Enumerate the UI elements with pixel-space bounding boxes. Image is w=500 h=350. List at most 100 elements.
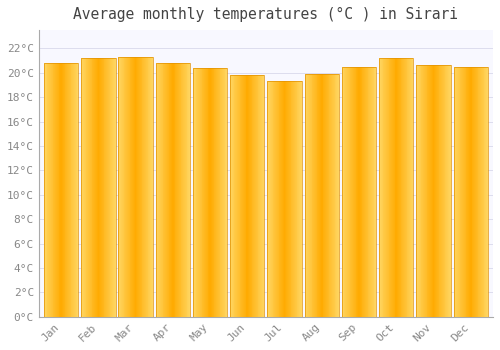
Bar: [286, 81, 287, 317]
Bar: [481, 67, 482, 317]
Bar: [107, 58, 108, 317]
Bar: [387, 58, 388, 317]
Bar: [312, 74, 313, 317]
Bar: [356, 67, 358, 317]
Bar: [308, 74, 309, 317]
Bar: [400, 58, 402, 317]
Bar: [460, 67, 462, 317]
Bar: [294, 81, 295, 317]
Bar: [384, 58, 385, 317]
Bar: [118, 57, 152, 317]
Bar: [238, 75, 239, 317]
Bar: [262, 75, 264, 317]
Bar: [216, 68, 217, 317]
Bar: [75, 63, 76, 317]
Bar: [233, 75, 234, 317]
Bar: [159, 63, 160, 317]
Bar: [346, 67, 347, 317]
Bar: [466, 67, 468, 317]
Bar: [234, 75, 236, 317]
Bar: [304, 74, 339, 317]
Bar: [173, 63, 174, 317]
Bar: [189, 63, 190, 317]
Bar: [282, 81, 283, 317]
Bar: [436, 65, 437, 317]
Bar: [456, 67, 457, 317]
Bar: [314, 74, 315, 317]
Bar: [150, 57, 151, 317]
Bar: [404, 58, 405, 317]
Bar: [344, 67, 346, 317]
Bar: [484, 67, 486, 317]
Bar: [230, 75, 264, 317]
Bar: [403, 58, 404, 317]
Bar: [434, 65, 435, 317]
Bar: [430, 65, 431, 317]
Bar: [396, 58, 397, 317]
Bar: [239, 75, 240, 317]
Bar: [248, 75, 249, 317]
Bar: [313, 74, 314, 317]
Bar: [425, 65, 426, 317]
Bar: [224, 68, 226, 317]
Bar: [222, 68, 223, 317]
Bar: [45, 63, 46, 317]
Bar: [120, 57, 121, 317]
Bar: [49, 63, 50, 317]
Bar: [230, 75, 231, 317]
Bar: [51, 63, 52, 317]
Bar: [295, 81, 296, 317]
Bar: [244, 75, 246, 317]
Bar: [301, 81, 302, 317]
Bar: [392, 58, 393, 317]
Bar: [101, 58, 102, 317]
Bar: [283, 81, 284, 317]
Bar: [292, 81, 293, 317]
Bar: [431, 65, 432, 317]
Bar: [56, 63, 57, 317]
Bar: [449, 65, 450, 317]
Bar: [372, 67, 374, 317]
Bar: [438, 65, 440, 317]
Bar: [393, 58, 394, 317]
Bar: [221, 68, 222, 317]
Bar: [178, 63, 179, 317]
Bar: [442, 65, 443, 317]
Bar: [113, 58, 114, 317]
Bar: [171, 63, 172, 317]
Bar: [468, 67, 469, 317]
Bar: [288, 81, 289, 317]
Bar: [417, 65, 418, 317]
Bar: [364, 67, 365, 317]
Bar: [470, 67, 472, 317]
Bar: [174, 63, 176, 317]
Bar: [144, 57, 145, 317]
Bar: [198, 68, 199, 317]
Bar: [478, 67, 480, 317]
Bar: [447, 65, 448, 317]
Bar: [193, 68, 194, 317]
Bar: [127, 57, 128, 317]
Bar: [380, 58, 381, 317]
Bar: [386, 58, 387, 317]
Bar: [138, 57, 139, 317]
Bar: [454, 67, 456, 317]
Bar: [87, 58, 88, 317]
Bar: [342, 67, 344, 317]
Bar: [98, 58, 99, 317]
Bar: [92, 58, 93, 317]
Bar: [256, 75, 258, 317]
Bar: [73, 63, 74, 317]
Bar: [114, 58, 116, 317]
Bar: [486, 67, 487, 317]
Bar: [272, 81, 274, 317]
Bar: [410, 58, 411, 317]
Bar: [315, 74, 316, 317]
Bar: [429, 65, 430, 317]
Bar: [166, 63, 167, 317]
Bar: [289, 81, 290, 317]
Bar: [258, 75, 260, 317]
Bar: [326, 74, 327, 317]
Bar: [63, 63, 64, 317]
Bar: [112, 58, 113, 317]
